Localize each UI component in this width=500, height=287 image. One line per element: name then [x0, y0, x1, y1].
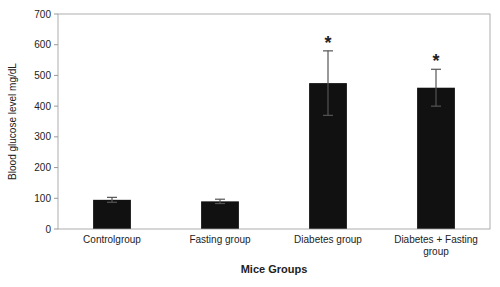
error-line [111, 197, 112, 202]
y-tick-label: 200 [34, 162, 51, 173]
plot-frame [58, 14, 490, 229]
y-tick-label: 0 [45, 224, 51, 235]
x-tick-label-line: Diabetes group [294, 234, 362, 245]
y-tick-label: 700 [34, 9, 51, 20]
y-tick [54, 106, 58, 107]
y-tick-label: 400 [34, 101, 51, 112]
y-tick-label: 100 [34, 193, 51, 204]
error-cap [107, 197, 117, 198]
x-tick-label-line: group [423, 246, 449, 257]
y-tick [54, 75, 58, 76]
plot-area [93, 51, 455, 229]
x-tick-label: Diabetes group [294, 234, 362, 245]
y-tick [54, 44, 58, 45]
chart: 0 100 200 300 400 500 600 700 Controlgroup Fastin… [0, 0, 500, 287]
bar [93, 200, 131, 229]
error-bar [215, 199, 225, 203]
y-axis-label: Blood glucose level mg/dL [7, 63, 18, 180]
error-line [327, 51, 328, 116]
error-cap [431, 106, 441, 107]
y-tick-label: 600 [34, 39, 51, 50]
x-tick-label: Diabetes + Fastinggroup [394, 234, 478, 257]
error-line [435, 69, 436, 106]
x-tick-label-line: Diabetes + Fasting [394, 234, 478, 245]
x-tick-label: Controlgroup [83, 234, 141, 245]
error-cap [107, 202, 117, 203]
error-cap [215, 203, 225, 204]
y-tick-label: 300 [34, 131, 51, 142]
x-tick-label: Fasting group [189, 234, 251, 245]
y-tick [54, 136, 58, 137]
y-tick [54, 198, 58, 199]
error-line [219, 199, 220, 203]
x-tick-label-line: Controlgroup [83, 234, 141, 245]
bar [201, 201, 239, 229]
error-cap [215, 199, 225, 200]
bar [417, 88, 455, 229]
error-bar [107, 197, 117, 202]
x-axis-label: Mice Groups [241, 263, 308, 275]
x-tick-label-line: Fasting group [189, 234, 251, 245]
error-bar [431, 69, 441, 106]
y-tick [54, 167, 58, 168]
y-tick [54, 14, 58, 15]
y-tick-label: 500 [34, 70, 51, 81]
significance-marker: * [324, 33, 331, 53]
significance-marker: * [432, 51, 439, 71]
error-cap [323, 115, 333, 116]
y-tick [54, 229, 58, 230]
error-bar [323, 51, 333, 116]
